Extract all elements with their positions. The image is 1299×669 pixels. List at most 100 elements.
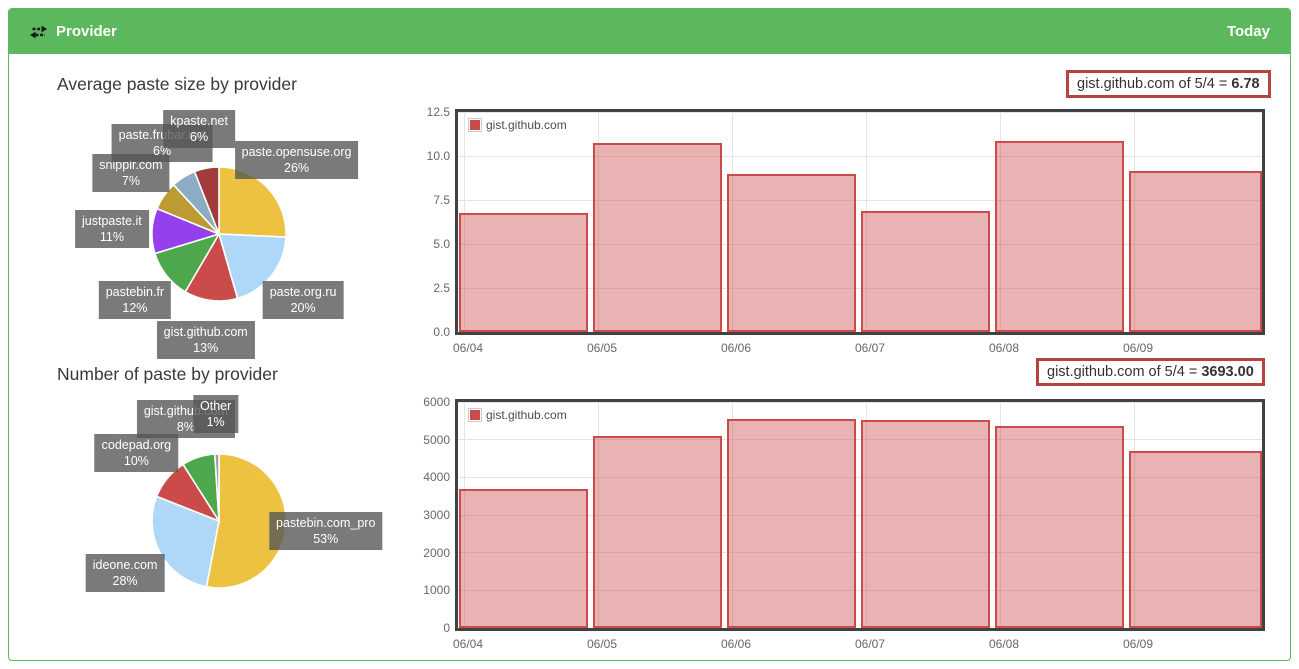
- pie-label: pastebin.fr 12%: [98, 281, 172, 320]
- y-tick-label: 2000: [423, 545, 450, 560]
- x-tick-label: 06/05: [586, 637, 618, 651]
- pie2-title: Number of paste by provider: [57, 364, 278, 384]
- gridline: [458, 243, 1262, 245]
- bar-chart-number-of-paste[interactable]: gist.github.com: [455, 399, 1265, 631]
- bar-chart-average-paste-size[interactable]: gist.github.com: [455, 109, 1265, 335]
- chart-tooltip-avg-size: gist.github.com of 5/4 = 6.78: [1066, 70, 1271, 98]
- pie-slice-Other[interactable]: [213, 453, 220, 522]
- legend-swatch: [468, 408, 482, 422]
- x-tick-label: 06/09: [1122, 637, 1154, 651]
- pie-slice-ideone.com[interactable]: [151, 495, 220, 588]
- y-tick-label: 6000: [423, 395, 450, 409]
- gridline: [458, 199, 1262, 201]
- tooltip-value: 3693.00: [1201, 364, 1254, 380]
- gridline: [866, 402, 867, 628]
- bar-06/08[interactable]: [995, 141, 1124, 332]
- y-tick-label: 10.0: [426, 149, 450, 163]
- tooltip-text: gist.github.com of 5/4 =: [1047, 364, 1202, 380]
- gridline: [458, 111, 1262, 113]
- y-tick-label: 0: [443, 621, 450, 635]
- gridline: [1000, 112, 1001, 332]
- x-tick-label: 06/05: [586, 341, 618, 355]
- bar-06/09[interactable]: [1129, 170, 1262, 332]
- bar-06/09[interactable]: [1129, 451, 1262, 628]
- x-tick-label: 06/06: [720, 341, 752, 355]
- x-tick-label: 06/08: [988, 341, 1020, 355]
- pie-label: pastebin.com_pro 53%: [269, 512, 383, 551]
- x-tick-label: 06/06: [720, 637, 752, 651]
- x-tick-label: 06/04: [452, 637, 484, 651]
- pie-label: ideone.com 28%: [85, 553, 165, 592]
- gridline: [732, 112, 733, 332]
- bar-06/05[interactable]: [593, 435, 722, 628]
- pie-label: Other 1%: [192, 394, 239, 433]
- y-tick-label: 4000: [423, 470, 450, 485]
- pie1-title: Average paste size by provider: [57, 74, 297, 94]
- gridline: [464, 402, 465, 628]
- gridline: [598, 112, 599, 332]
- x-tick-label: 06/07: [854, 341, 886, 355]
- gridline: [458, 401, 1262, 403]
- gridline: [598, 402, 599, 628]
- y-tick-label: 5.0: [433, 237, 450, 251]
- bar-06/04[interactable]: [459, 488, 588, 628]
- pie-slice-kpaste.net[interactable]: [193, 166, 220, 235]
- gridline: [1134, 402, 1135, 628]
- y-tick-label: 7.5: [433, 193, 450, 207]
- bar-06/07[interactable]: [861, 211, 990, 332]
- x-tick-label: 06/08: [988, 637, 1020, 651]
- gridline: [458, 155, 1262, 157]
- legend-swatch: [468, 118, 482, 132]
- bar-06/05[interactable]: [593, 143, 722, 332]
- y-tick-label: 1000: [423, 583, 450, 598]
- gridline: [732, 402, 733, 628]
- gridline: [458, 439, 1262, 441]
- pie-label: justpaste.it 11%: [75, 210, 149, 248]
- gridline: [458, 287, 1262, 289]
- panel-header[interactable]: Provider Today: [9, 9, 1290, 54]
- pie-label: kpaste.net 6%: [163, 109, 235, 148]
- gridline: [458, 476, 1262, 478]
- y-tick-label: 12.5: [426, 105, 450, 119]
- gridline: [866, 112, 867, 332]
- chart-tooltip-num-paste: gist.github.com of 5/4 = 3693.00: [1036, 358, 1265, 386]
- chart-legend: gist.github.com: [465, 407, 570, 423]
- bar-06/06[interactable]: [727, 418, 856, 628]
- chart-legend: gist.github.com: [465, 117, 570, 133]
- legend-label: gist.github.com: [486, 118, 567, 132]
- pie-label: codepad.org 10%: [94, 433, 179, 472]
- x-tick-label: 06/07: [854, 637, 886, 651]
- y-tick-label: 3000: [423, 508, 450, 522]
- exchange-icon: [29, 25, 48, 39]
- x-tick-label: 06/09: [1122, 341, 1154, 355]
- y-tick-label: 2.5: [433, 281, 450, 295]
- gridline: [458, 514, 1262, 516]
- gridline: [458, 589, 1262, 591]
- pie-label: paste.opensuse.org 26%: [234, 140, 359, 179]
- pie-slice-paste.opensuse.org[interactable]: [218, 166, 287, 238]
- gridline: [1000, 402, 1001, 628]
- bar-06/06[interactable]: [727, 173, 856, 332]
- panel-period-label: Today: [1226, 23, 1270, 40]
- x-tick-label: 06/04: [452, 341, 484, 355]
- bar-06/07[interactable]: [861, 420, 990, 628]
- gridline: [464, 112, 465, 332]
- bar-06/04[interactable]: [459, 212, 588, 332]
- pie-label: gist.github.com 13%: [156, 321, 255, 360]
- bar-06/08[interactable]: [995, 425, 1124, 628]
- tooltip-text: gist.github.com of 5/4 =: [1077, 76, 1232, 92]
- gridline: [1134, 112, 1135, 332]
- pie-slice-paste.org.ru[interactable]: [217, 233, 287, 300]
- pie-label: paste.org.ru 20%: [262, 281, 344, 320]
- y-tick-label: 5000: [423, 432, 450, 447]
- panel-title: Provider: [56, 23, 117, 40]
- y-tick-label: 0.0: [433, 325, 450, 339]
- tooltip-value: 6.78: [1231, 76, 1260, 92]
- legend-label: gist.github.com: [486, 408, 567, 422]
- gridline: [458, 552, 1262, 554]
